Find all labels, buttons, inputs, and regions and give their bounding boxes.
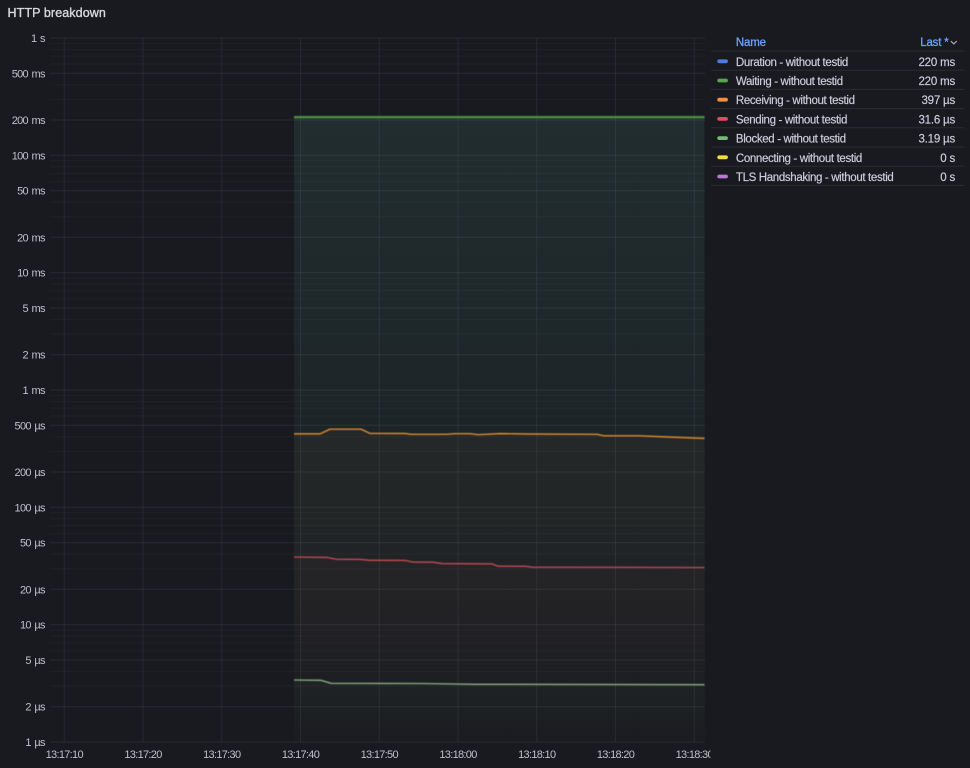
svg-text:Waiting - without testid: Waiting - without testid (736, 76, 843, 88)
svg-text:Receiving - without testid: Receiving - without testid (736, 95, 855, 107)
svg-text:Name: Name (736, 37, 766, 49)
svg-text:Blocked - without testid: Blocked - without testid (736, 134, 846, 146)
svg-text:13:17:20: 13:17:20 (124, 749, 162, 761)
svg-text:Duration - without testid: Duration - without testid (736, 57, 848, 69)
svg-text:2 ms: 2 ms (23, 350, 46, 362)
svg-text:1 µs: 1 µs (25, 737, 46, 749)
svg-text:1 s: 1 s (31, 33, 46, 45)
svg-text:20 µs: 20 µs (20, 584, 46, 596)
svg-text:2 µs: 2 µs (25, 702, 46, 714)
svg-text:397 µs: 397 µs (921, 95, 955, 107)
svg-text:Last *: Last * (920, 37, 949, 49)
svg-text:13:17:10: 13:17:10 (46, 749, 84, 761)
svg-text:50 ms: 50 ms (17, 186, 46, 198)
svg-text:13:17:50: 13:17:50 (361, 749, 399, 761)
svg-text:0 s: 0 s (940, 172, 955, 184)
svg-text:100 ms: 100 ms (12, 150, 46, 162)
svg-text:3.19 µs: 3.19 µs (918, 134, 955, 146)
svg-text:Connecting - without testid: Connecting - without testid (736, 153, 862, 165)
svg-text:10 µs: 10 µs (20, 620, 46, 632)
svg-text:500 ms: 500 ms (12, 68, 46, 80)
svg-text:10 ms: 10 ms (17, 268, 46, 280)
svg-text:13:17:30: 13:17:30 (203, 749, 241, 761)
svg-text:13:18:10: 13:18:10 (518, 749, 556, 761)
svg-text:500 µs: 500 µs (15, 420, 46, 432)
svg-text:5 µs: 5 µs (25, 655, 46, 667)
svg-text:220 ms: 220 ms (918, 57, 955, 69)
svg-text:200 µs: 200 µs (15, 467, 46, 479)
svg-text:20 ms: 20 ms (17, 232, 46, 244)
svg-text:Sending - without testid: Sending - without testid (736, 114, 847, 126)
svg-text:31.6 µs: 31.6 µs (918, 114, 955, 126)
svg-text:100 µs: 100 µs (15, 502, 46, 514)
svg-text:220 ms: 220 ms (918, 76, 955, 88)
svg-text:200 ms: 200 ms (12, 115, 46, 127)
svg-text:HTTP breakdown: HTTP breakdown (8, 6, 106, 20)
svg-text:1 ms: 1 ms (23, 385, 46, 397)
svg-text:13:17:40: 13:17:40 (282, 749, 320, 761)
svg-text:13:18:30: 13:18:30 (676, 749, 714, 761)
svg-text:0 s: 0 s (940, 153, 955, 165)
svg-text:13:18:20: 13:18:20 (597, 749, 635, 761)
svg-text:TLS Handshaking - without test: TLS Handshaking - without testid (736, 172, 894, 184)
svg-text:50 µs: 50 µs (20, 538, 46, 550)
svg-text:13:18:00: 13:18:00 (439, 749, 477, 761)
svg-text:5 ms: 5 ms (23, 303, 46, 315)
